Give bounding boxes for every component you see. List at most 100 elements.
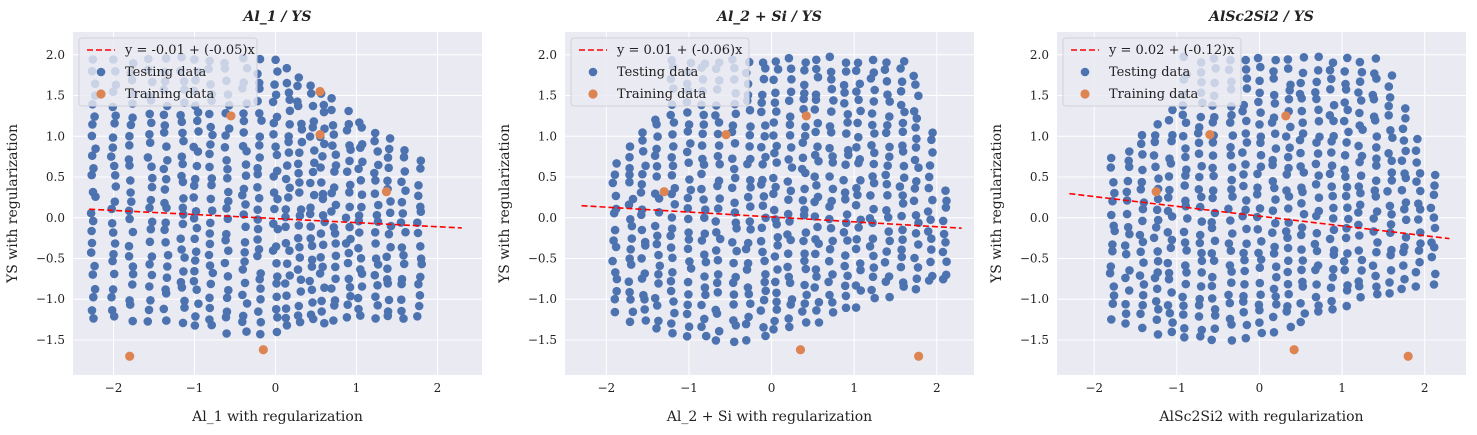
- testing-point: [883, 90, 892, 99]
- testing-point: [383, 176, 392, 186]
- testing-point: [885, 97, 894, 106]
- testing-point: [269, 188, 279, 197]
- testing-point: [296, 275, 306, 285]
- testing-point: [652, 324, 661, 333]
- testing-point: [256, 317, 266, 327]
- testing-point: [1139, 280, 1149, 289]
- testing-point: [1329, 264, 1338, 274]
- testing-point: [162, 316, 171, 325]
- testing-point: [1210, 236, 1220, 246]
- training-point: [125, 351, 135, 361]
- testing-point: [320, 217, 329, 227]
- testing-point: [281, 304, 291, 313]
- testing-point: [319, 100, 329, 110]
- testing-point: [827, 196, 836, 206]
- testing-point: [1149, 233, 1159, 243]
- testing-point: [668, 328, 677, 338]
- legend-training-label: Training data: [1109, 87, 1198, 102]
- testing-point: [374, 200, 383, 210]
- testing-point: [293, 233, 303, 243]
- testing-point: [147, 118, 156, 128]
- testing-point: [205, 261, 215, 270]
- testing-point: [812, 55, 821, 65]
- testing-point: [178, 318, 188, 328]
- testing-point: [715, 159, 724, 169]
- testing-point: [1239, 291, 1248, 301]
- testing-point: [798, 153, 808, 163]
- testing-point: [354, 164, 363, 174]
- testing-point: [841, 67, 851, 76]
- testing-point: [1415, 257, 1424, 267]
- testing-point: [384, 229, 394, 239]
- testing-point: [1121, 319, 1130, 328]
- y-tick-label: −1.0: [1020, 292, 1049, 306]
- testing-point: [147, 182, 157, 192]
- testing-point: [867, 285, 876, 295]
- testing-point: [1224, 204, 1233, 214]
- testing-point: [625, 177, 634, 187]
- y-tick-label: 0.0: [538, 211, 557, 225]
- testing-point: [345, 156, 354, 166]
- testing-point: [370, 228, 380, 237]
- testing-point: [224, 285, 233, 295]
- testing-point: [345, 180, 355, 190]
- testing-point: [1297, 199, 1306, 208]
- testing-point: [1311, 88, 1320, 97]
- chart-title: Al_2 + Si / YS: [715, 9, 822, 25]
- testing-point: [1164, 268, 1174, 278]
- testing-point: [293, 81, 302, 91]
- testing-point: [1385, 278, 1394, 287]
- testing-point: [331, 274, 340, 284]
- testing-point: [626, 245, 635, 254]
- testing-point: [384, 295, 394, 305]
- testing-point: [223, 173, 232, 183]
- x-tick-label: −2: [105, 381, 123, 395]
- testing-point: [414, 181, 423, 190]
- testing-point: [1326, 85, 1335, 94]
- testing-point: [306, 81, 315, 90]
- testing-point: [1387, 71, 1397, 80]
- testing-point: [318, 211, 328, 220]
- testing-point: [1312, 246, 1322, 256]
- testing-point: [1270, 129, 1280, 138]
- testing-point: [813, 222, 822, 232]
- testing-point: [1310, 239, 1320, 249]
- testing-point: [355, 228, 364, 237]
- testing-point: [652, 172, 661, 181]
- testing-point: [783, 230, 792, 239]
- testing-point: [773, 65, 783, 74]
- testing-point: [124, 241, 134, 251]
- testing-point: [297, 137, 307, 147]
- testing-point: [812, 181, 821, 190]
- testing-point: [354, 211, 364, 220]
- testing-point: [925, 161, 935, 170]
- testing-point: [1401, 146, 1410, 156]
- testing-point: [257, 116, 266, 125]
- testing-point: [1355, 77, 1365, 86]
- testing-point: [109, 269, 119, 279]
- testing-point: [255, 54, 265, 64]
- testing-point: [356, 311, 365, 320]
- testing-point: [383, 153, 393, 162]
- testing-point: [253, 163, 262, 173]
- testing-point: [179, 267, 188, 276]
- testing-point: [399, 314, 408, 323]
- testing-point: [841, 58, 851, 67]
- testing-point: [316, 163, 325, 172]
- testing-point: [841, 160, 850, 169]
- testing-point: [640, 305, 649, 314]
- testing-point: [107, 204, 116, 214]
- testing-point: [206, 140, 215, 149]
- y-tick-label: 0.5: [46, 170, 65, 184]
- testing-point: [813, 142, 822, 151]
- testing-point: [700, 283, 710, 292]
- testing-point: [1208, 151, 1218, 160]
- testing-point: [1196, 112, 1206, 122]
- testing-point: [759, 192, 769, 201]
- testing-point: [220, 258, 230, 268]
- testing-point: [177, 171, 186, 181]
- testing-point: [128, 262, 138, 271]
- testing-point: [869, 263, 879, 272]
- testing-point: [1299, 53, 1309, 62]
- testing-point: [898, 235, 907, 244]
